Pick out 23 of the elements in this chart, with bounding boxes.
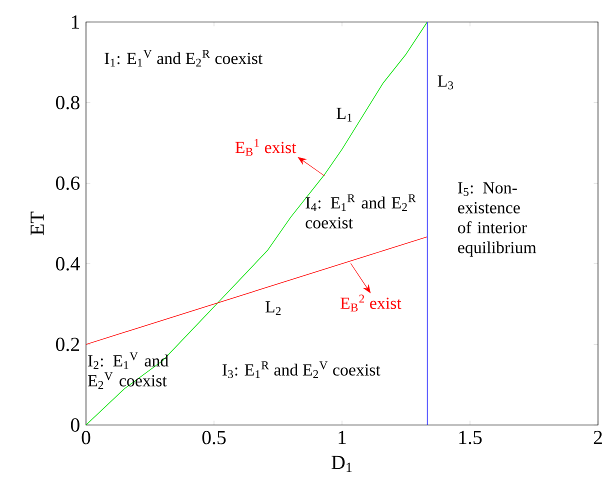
x-tick-label: 0.5 (202, 430, 226, 444)
annotation: I$_{5}$: Non-existence of interior equilibrium (458, 182, 536, 257)
text: I$_{3}$: E$_{1}$$^{R}$ and E$_{2}$$^{V}$ coexist (222, 361, 380, 378)
series-label: L$_{2}$ (265, 301, 281, 315)
series-label: L$_{1}$ (336, 108, 352, 122)
x-tick-label: 2 (594, 430, 602, 444)
series-label: L$_{3}$ (438, 76, 454, 90)
x-tick-label: 1 (338, 430, 346, 444)
y-tick-label: 0.4 (56, 257, 80, 271)
text: I$_{4}$: E$_{1}$$^{R}$ and E$_{2}$R coexist (306, 194, 416, 228)
y-tick-label: 0.8 (56, 96, 80, 110)
x-tick-label: 1.5 (459, 430, 482, 444)
x-axis-title: D$_{1}$ (332, 456, 352, 472)
annotation: E$_{B}$$^{1}$ exist (235, 138, 296, 156)
line-series (86, 22, 428, 426)
y-tick-label: 1 (72, 15, 79, 29)
y-axis-title: ET (30, 212, 44, 236)
x-tick-label: 0 (82, 430, 90, 444)
text: I$_{1}$: E$_{1}$$^{V}$ and E$_{2}$$^{R}$ coexist (104, 50, 263, 67)
y-tick-label: 0 (70, 418, 80, 432)
y-tick-label: 0.6 (56, 176, 80, 190)
annotation: E$_{B}$$^{2}$ exist (340, 294, 402, 312)
y-tick-label: 0.2 (56, 338, 80, 352)
